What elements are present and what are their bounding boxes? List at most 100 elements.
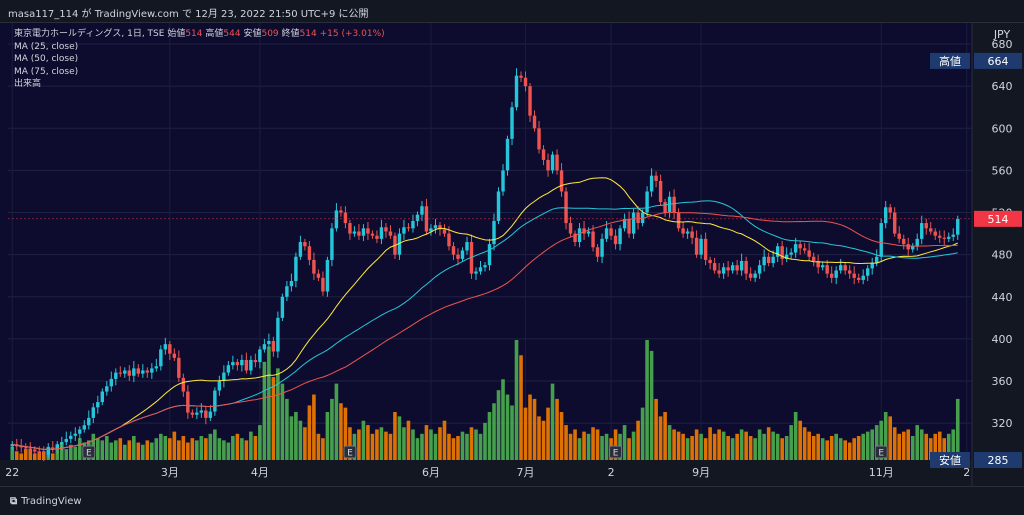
volume-bar xyxy=(429,429,433,460)
candle-body xyxy=(271,341,276,352)
volume-bar xyxy=(649,350,654,460)
earnings-icon[interactable] xyxy=(343,445,357,459)
price-axis-panel[interactable] xyxy=(972,23,1024,486)
volume-bar xyxy=(447,433,451,460)
volume-bar xyxy=(357,429,361,460)
candle-body xyxy=(415,214,420,221)
volume-bar xyxy=(217,438,222,460)
volume-bar xyxy=(865,431,870,460)
earnings-icon[interactable] xyxy=(609,445,623,459)
volume-bar xyxy=(235,433,240,460)
volume-bar xyxy=(627,438,631,460)
volume-bar xyxy=(366,425,370,460)
candle-body xyxy=(690,231,694,238)
volume-bar xyxy=(190,438,195,460)
price-tick-label: 360 xyxy=(992,375,1013,388)
price-chart[interactable]: 320360400440480520560600640680JPY223月4月6… xyxy=(0,23,1024,486)
volume-bar xyxy=(280,383,285,460)
high-label-tag xyxy=(930,52,970,69)
candle-body xyxy=(829,273,834,278)
candle-body xyxy=(82,425,86,430)
indicator-ma50[interactable]: MA (50, close) xyxy=(14,54,79,64)
candle-body xyxy=(379,227,384,239)
earnings-icon[interactable] xyxy=(874,445,888,459)
volume-bar xyxy=(465,433,469,460)
volume-bar xyxy=(375,429,379,460)
candle-body xyxy=(316,273,321,278)
candle-body xyxy=(550,154,555,171)
candle-body xyxy=(199,410,204,413)
volume-bar xyxy=(874,425,879,460)
candle-body xyxy=(33,449,37,452)
candle-body xyxy=(753,273,757,278)
candle-body xyxy=(784,254,789,259)
volume-bar xyxy=(204,438,208,460)
candle-body xyxy=(411,220,415,229)
indicator-ma25[interactable]: MA (25, close) xyxy=(14,41,79,52)
symbol-ohlc-row[interactable]: 東京電力ホールディングス, 1日, TSE 始値514 高値544 安値509 … xyxy=(14,28,385,41)
candle-body xyxy=(865,268,870,276)
volume-bar xyxy=(141,444,145,460)
volume-bar xyxy=(406,420,411,460)
volume-bar xyxy=(703,438,708,460)
candle-body xyxy=(213,390,217,412)
candle-body xyxy=(24,447,28,449)
volume-bar xyxy=(708,427,712,460)
volume-bar xyxy=(420,433,424,460)
volume-bar xyxy=(276,368,280,460)
candle-body xyxy=(361,228,366,236)
candle-body xyxy=(78,429,82,434)
earnings-icon-label: E xyxy=(86,449,92,459)
indicator-ma75[interactable]: MA (75, close) xyxy=(14,66,79,77)
high-value-tag-text: 664 xyxy=(988,55,1009,68)
candle-body xyxy=(195,412,199,415)
candle-body xyxy=(798,244,802,249)
volume-bar xyxy=(838,438,843,460)
candle-body xyxy=(60,442,64,445)
volume-bar xyxy=(487,412,492,460)
volume-bar xyxy=(645,340,649,460)
time-axis-panel[interactable] xyxy=(0,460,972,486)
candle-body xyxy=(929,228,933,232)
volume-bar xyxy=(798,420,802,460)
indicator-volume[interactable]: 出来高 xyxy=(14,79,42,89)
volume-bar xyxy=(730,438,735,460)
volume-bar xyxy=(114,440,118,460)
volume-bar xyxy=(208,433,213,460)
candle-body xyxy=(159,349,163,367)
volume-bar xyxy=(388,433,393,460)
volume-bar xyxy=(937,431,942,460)
candle-body xyxy=(339,210,343,213)
candle-body xyxy=(91,407,96,418)
low-label-tag xyxy=(930,452,970,468)
candle-body xyxy=(708,259,712,264)
time-tick-label: 7月 xyxy=(517,466,535,479)
time-tick-label: 3月 xyxy=(161,466,179,479)
volume-bar xyxy=(127,440,132,460)
volume-bar xyxy=(739,429,744,460)
time-tick-label: 2 xyxy=(963,466,970,479)
tradingview-logo[interactable]: ⧉ TradingView xyxy=(10,496,82,507)
candle-body xyxy=(487,244,492,266)
candle-body xyxy=(838,265,843,271)
earnings-icon[interactable] xyxy=(82,445,96,459)
candle-body xyxy=(586,231,591,234)
volume-bar xyxy=(50,453,55,460)
candle-body xyxy=(528,86,532,116)
candle-body xyxy=(766,256,771,264)
candle-body xyxy=(100,391,105,403)
candle-body xyxy=(186,391,190,413)
change-value: +15 (+3.01%) xyxy=(319,29,385,39)
volume-bar xyxy=(928,438,933,460)
volume-bar xyxy=(415,438,420,460)
candle-body xyxy=(748,273,753,278)
candle-body xyxy=(501,170,505,192)
volume-bar xyxy=(370,433,375,460)
time-tick-label: 9月 xyxy=(692,466,710,479)
candle-body xyxy=(46,447,50,455)
volume-bar xyxy=(393,412,397,460)
volume-bar xyxy=(433,433,438,460)
volume-bar xyxy=(604,433,609,460)
volume-bar xyxy=(915,425,920,460)
volume-bar xyxy=(559,412,564,460)
